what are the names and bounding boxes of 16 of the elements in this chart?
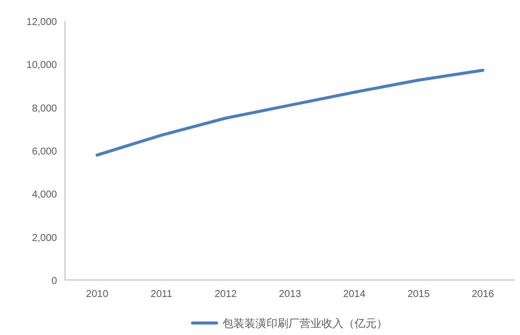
legend-label: 包装装潢印刷厂营业收入（亿元）	[222, 317, 388, 330]
x-tick-label: 2016	[472, 289, 494, 300]
x-tick-label: 2015	[407, 289, 430, 300]
x-tick-label: 2012	[214, 289, 238, 300]
line-series	[96, 68, 484, 157]
x-tick-label: 2014	[343, 289, 366, 300]
y-tick-label: 2,000	[32, 232, 58, 244]
y-tick-label: 4,000	[32, 190, 58, 201]
y-tick-label: 0	[51, 276, 58, 287]
x-tick-label: 2010	[86, 289, 109, 300]
x-tick-label: 2013	[278, 289, 302, 300]
x-tick-label: 2011	[150, 289, 173, 300]
y-tick-label: 6,000	[32, 146, 58, 158]
y-tick-label: 8,000	[32, 103, 58, 114]
y-tick-label: 12,000	[26, 17, 58, 28]
y-tick-label: 10,000	[26, 60, 58, 72]
